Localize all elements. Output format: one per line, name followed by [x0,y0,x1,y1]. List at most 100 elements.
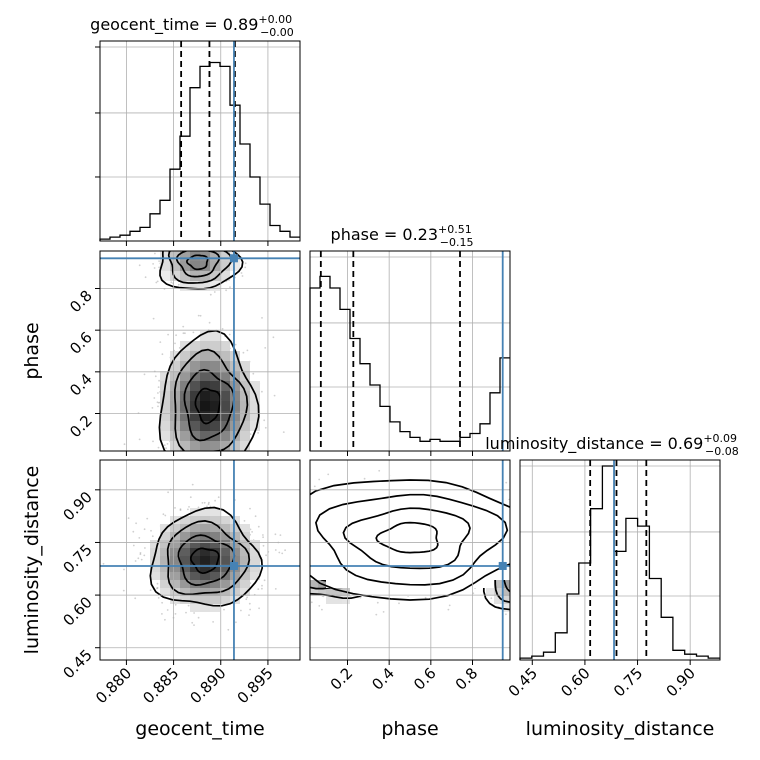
density-cell [190,361,200,371]
sample-point [164,618,166,621]
contour-line [194,387,222,425]
sample-point [512,538,514,540]
sample-point [177,283,180,286]
density-cell [180,596,190,604]
density-cell [358,508,366,516]
sample-point [296,560,298,562]
density-cell [230,351,240,361]
density-cell [430,476,438,484]
sample-point [184,332,186,335]
sample-point [179,509,182,511]
density-cell [374,524,382,532]
density-cell [240,556,250,564]
density-cell [462,588,470,596]
sample-point [512,548,514,550]
sample-point [294,599,296,601]
sample-point [297,560,299,562]
density-cell [406,572,414,580]
sample-point [143,373,146,376]
sample-point [515,538,517,540]
density-cell [414,508,422,516]
density-cell [342,556,350,564]
density-cell [382,556,390,564]
sample-point [149,589,152,592]
density-cell [210,580,220,588]
density-cell [438,532,446,540]
density-cell [462,508,470,516]
density-cell [406,524,414,532]
sample-point [518,587,520,589]
sample-point [296,551,298,553]
density-cell [180,556,190,564]
sample-point [526,582,528,584]
sample-point [525,544,527,546]
sample-point [261,317,263,319]
sample-point [274,549,277,551]
sample-point [214,484,216,486]
sample-point [308,577,310,579]
density-cell [240,580,250,588]
density-cell [486,532,494,540]
density-cell [382,508,390,516]
density-cell [502,588,510,596]
density-cell [374,572,382,580]
sample-point [512,595,514,597]
density-cell [342,492,350,500]
density-cell [310,516,318,524]
sample-point [535,552,537,554]
sample-point [218,248,220,250]
sample-point [295,567,297,569]
sample-point [529,549,531,551]
density-cell [160,421,170,431]
density-cell [374,476,382,484]
sample-point [246,596,249,599]
sample-point [271,596,273,598]
sample-point [257,525,260,528]
density-geocent_time-luminosity_distance [149,506,264,612]
density-cell [366,532,374,540]
sample-point [264,426,267,429]
sample-point [307,499,309,501]
sample-point [206,248,208,250]
density-cell [150,556,160,564]
sample-point [522,582,524,584]
density-cell [160,588,170,596]
sample-point [521,600,523,602]
sample-point [167,491,170,494]
sample-point [295,511,297,513]
sample-point [221,485,223,487]
sample-point [505,481,508,484]
panel-title-geocent_time: geocent_time = 0.89+0.00 −0.00 [90,13,294,39]
sample-point [198,454,200,456]
density-cell [438,500,446,508]
density-cell [366,540,374,548]
density-cell [430,516,438,524]
sample-point [132,544,135,547]
sample-point [313,485,316,488]
density-cell [454,492,462,500]
sample-point [196,463,198,465]
sample-point [241,457,243,459]
sample-point [249,608,252,611]
density-cell [350,564,358,572]
density-cell [350,532,358,540]
sample-point [274,588,277,590]
sample-point [182,325,185,328]
density-cell [334,564,342,572]
sample-point [226,246,228,248]
sample-point [235,621,237,624]
density-cell [366,492,374,500]
panel-frame [309,459,511,661]
panel-title-phase: phase = 0.23+0.51 −0.15 [331,223,474,249]
sample-point [521,575,523,577]
density-cell [398,484,406,492]
density-cell [180,341,190,351]
sample-point [179,508,182,511]
sample-point [511,525,513,527]
density-cell [220,411,230,421]
density-cell [470,508,478,516]
density-cell [170,580,180,588]
sample-point [303,540,305,542]
sample-point [292,579,294,581]
sample-point [552,513,554,515]
